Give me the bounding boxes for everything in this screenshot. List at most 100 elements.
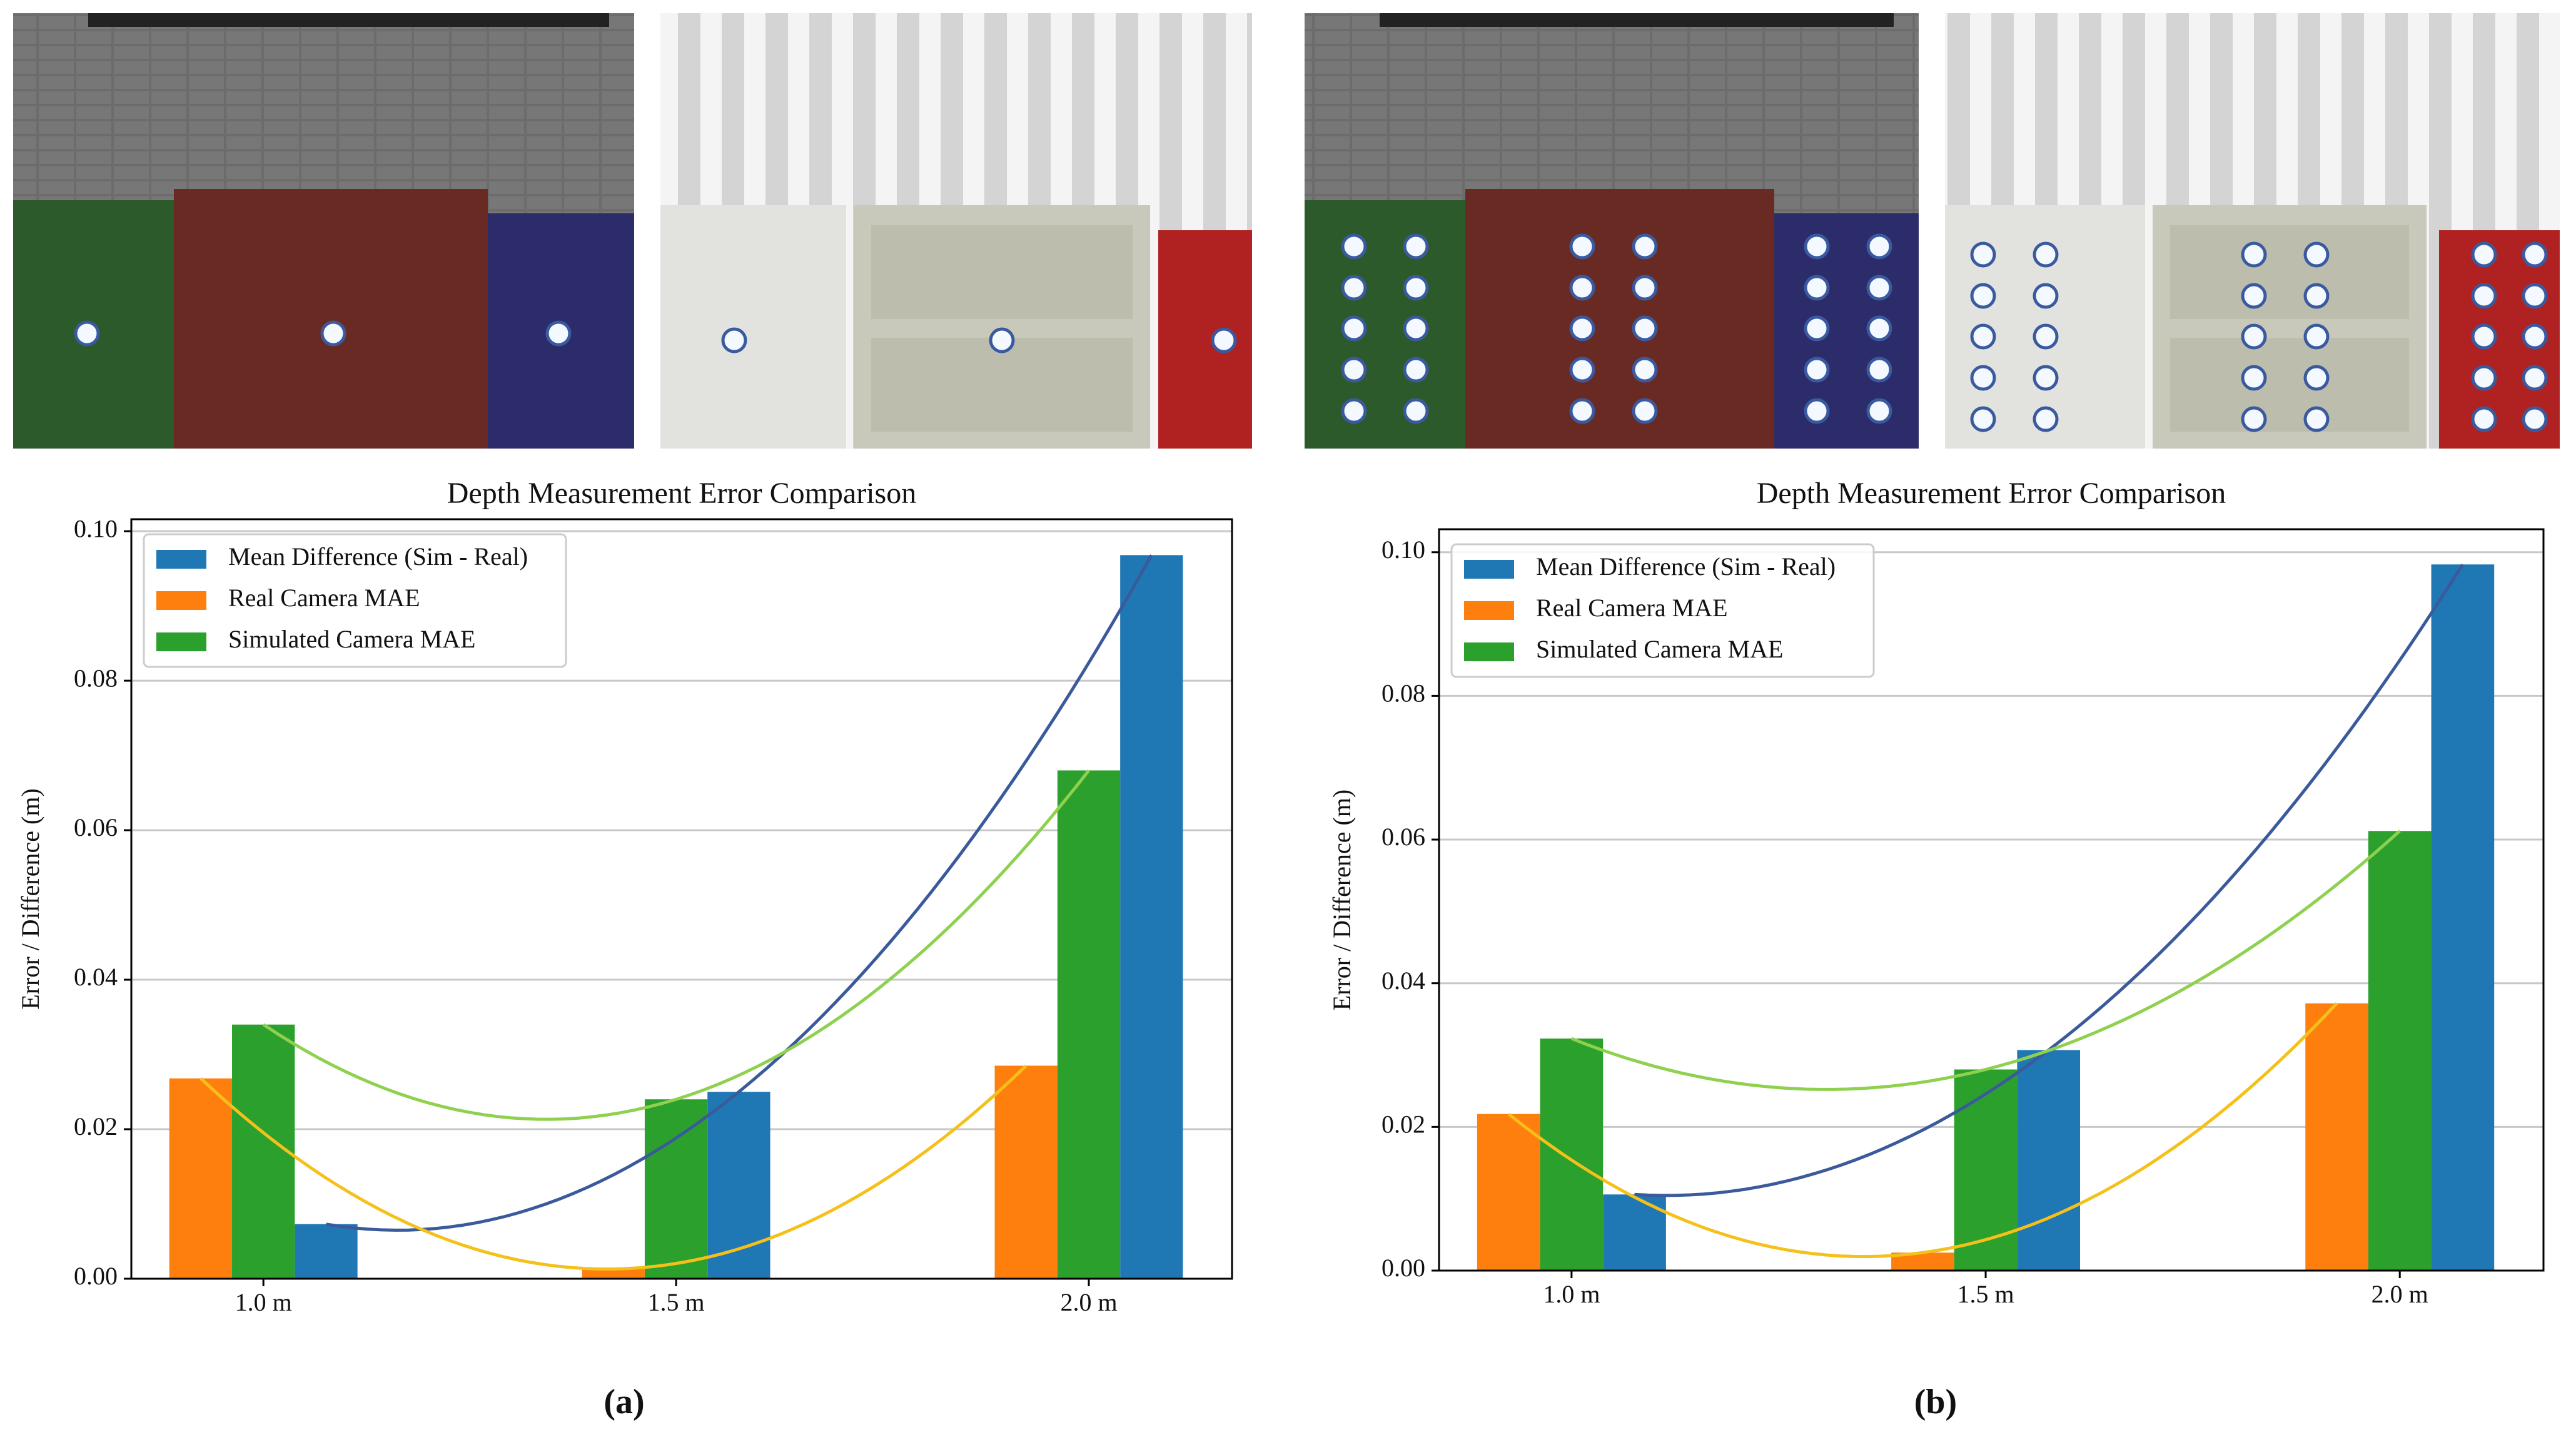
marker-dot bbox=[1403, 315, 1429, 342]
bar bbox=[644, 1099, 708, 1279]
y-tick-label: 0.00 bbox=[1381, 1254, 1425, 1282]
photos bbox=[13, 13, 2560, 449]
marker-dot bbox=[1341, 233, 1367, 260]
bar bbox=[1603, 1194, 1666, 1271]
y-tick-label: 0.04 bbox=[74, 963, 118, 991]
marker-dot bbox=[1970, 283, 1996, 309]
marker-dot bbox=[1970, 365, 1996, 391]
marker-dot bbox=[2303, 406, 2330, 432]
photo-region bbox=[2170, 225, 2409, 319]
marker-dot bbox=[2303, 283, 2330, 309]
marker-dot bbox=[1403, 233, 1429, 260]
fit-curve bbox=[326, 554, 1153, 1232]
marker-dot bbox=[1632, 357, 1658, 383]
y-tick-label: 0.06 bbox=[1381, 823, 1425, 851]
axes-frame bbox=[130, 518, 1233, 1280]
marker-dot bbox=[1632, 398, 1658, 424]
photo-region bbox=[174, 189, 488, 449]
marker-dot bbox=[1970, 323, 1996, 350]
marker-dot bbox=[2471, 323, 2497, 350]
marker-dot bbox=[2303, 323, 2330, 350]
marker-dot bbox=[2522, 365, 2548, 391]
bar bbox=[707, 1092, 770, 1279]
legend-swatch bbox=[1464, 642, 1514, 661]
marker-dot bbox=[1632, 233, 1658, 260]
axes-frame bbox=[1438, 528, 2545, 1272]
y-tick-label: 0.04 bbox=[1381, 967, 1425, 995]
legend-box bbox=[1450, 543, 1875, 678]
bar bbox=[169, 1078, 233, 1279]
marker-dot bbox=[1866, 398, 1892, 424]
legend-swatch bbox=[156, 550, 206, 569]
legend-label: Real Camera MAE bbox=[1536, 594, 1728, 622]
panel-label: (a) bbox=[604, 1383, 644, 1421]
bar bbox=[2368, 831, 2432, 1271]
y-tick-label: 0.08 bbox=[1381, 679, 1425, 708]
marker-dot bbox=[1211, 327, 1237, 353]
marker-dot bbox=[1804, 233, 1830, 260]
bar bbox=[232, 1024, 295, 1279]
bar bbox=[994, 1065, 1058, 1279]
y-tick-label: 0.10 bbox=[74, 514, 118, 542]
y-axis-label: Error / Difference (m) bbox=[1328, 790, 1356, 1011]
photo-region bbox=[871, 225, 1133, 319]
photo-region bbox=[871, 338, 1133, 432]
marker-dot bbox=[545, 320, 572, 347]
marker-dot bbox=[2241, 283, 2267, 309]
legend-box bbox=[143, 533, 567, 668]
photo-region bbox=[2170, 338, 2409, 432]
marker-dot bbox=[2303, 241, 2330, 268]
chart-title: Depth Measurement Error Comparison bbox=[447, 477, 916, 510]
legend-swatch bbox=[156, 591, 206, 610]
bar bbox=[295, 1224, 358, 1279]
marker-dot bbox=[1804, 398, 1830, 424]
y-tick-label: 0.02 bbox=[1381, 1110, 1425, 1139]
y-tick-label: 0.10 bbox=[1381, 536, 1425, 564]
bar bbox=[1120, 555, 1183, 1279]
photo-region bbox=[1158, 230, 1252, 449]
marker-dot bbox=[2471, 283, 2497, 309]
marker-dot bbox=[2522, 283, 2548, 309]
marker-dot bbox=[1970, 406, 1996, 432]
fit-curve bbox=[200, 1064, 1028, 1271]
legend-label: Mean Difference (Sim - Real) bbox=[1536, 552, 1836, 581]
legend-label: Real Camera MAE bbox=[228, 584, 420, 612]
panel-label: (b) bbox=[1914, 1383, 1957, 1421]
bar bbox=[2431, 564, 2495, 1271]
bar bbox=[1954, 1069, 2018, 1271]
marker-dot bbox=[1804, 315, 1830, 342]
marker-dot bbox=[1569, 275, 1595, 301]
fit-curve bbox=[1570, 830, 2401, 1091]
marker-dot bbox=[1866, 315, 1892, 342]
marker-dot bbox=[721, 327, 747, 353]
marker-dot bbox=[1866, 275, 1892, 301]
photo-region bbox=[1465, 189, 1774, 449]
marker-dot bbox=[2241, 365, 2267, 391]
y-tick-label: 0.00 bbox=[74, 1262, 118, 1290]
marker-dot bbox=[1341, 275, 1367, 301]
marker-dot bbox=[1804, 357, 1830, 383]
marker-dot bbox=[2033, 365, 2059, 391]
marker-dot bbox=[74, 320, 100, 347]
y-tick-label: 0.02 bbox=[74, 1112, 118, 1140]
photo-region bbox=[1774, 213, 1919, 449]
marker-dot bbox=[1341, 315, 1367, 342]
marker-dot bbox=[2033, 323, 2059, 350]
marker-dot bbox=[1632, 315, 1658, 342]
legend-label: Mean Difference (Sim - Real) bbox=[228, 542, 528, 571]
marker-dot bbox=[2303, 365, 2330, 391]
marker-dot bbox=[1569, 233, 1595, 260]
bar bbox=[1477, 1114, 1540, 1271]
marker-dot bbox=[2033, 406, 2059, 432]
photo-region bbox=[1305, 200, 1465, 449]
marker-dot bbox=[2241, 406, 2267, 432]
y-axis-label: Error / Difference (m) bbox=[16, 788, 44, 1010]
marker-dot bbox=[2471, 406, 2497, 432]
legend-label: Simulated Camera MAE bbox=[1536, 635, 1783, 663]
marker-dot bbox=[1866, 357, 1892, 383]
marker-dot bbox=[320, 320, 346, 347]
legend-swatch bbox=[1464, 560, 1514, 579]
marker-dot bbox=[1403, 357, 1429, 383]
x-tick-label: 2.0 m bbox=[1060, 1288, 1117, 1316]
x-tick-label: 1.5 m bbox=[648, 1288, 705, 1316]
